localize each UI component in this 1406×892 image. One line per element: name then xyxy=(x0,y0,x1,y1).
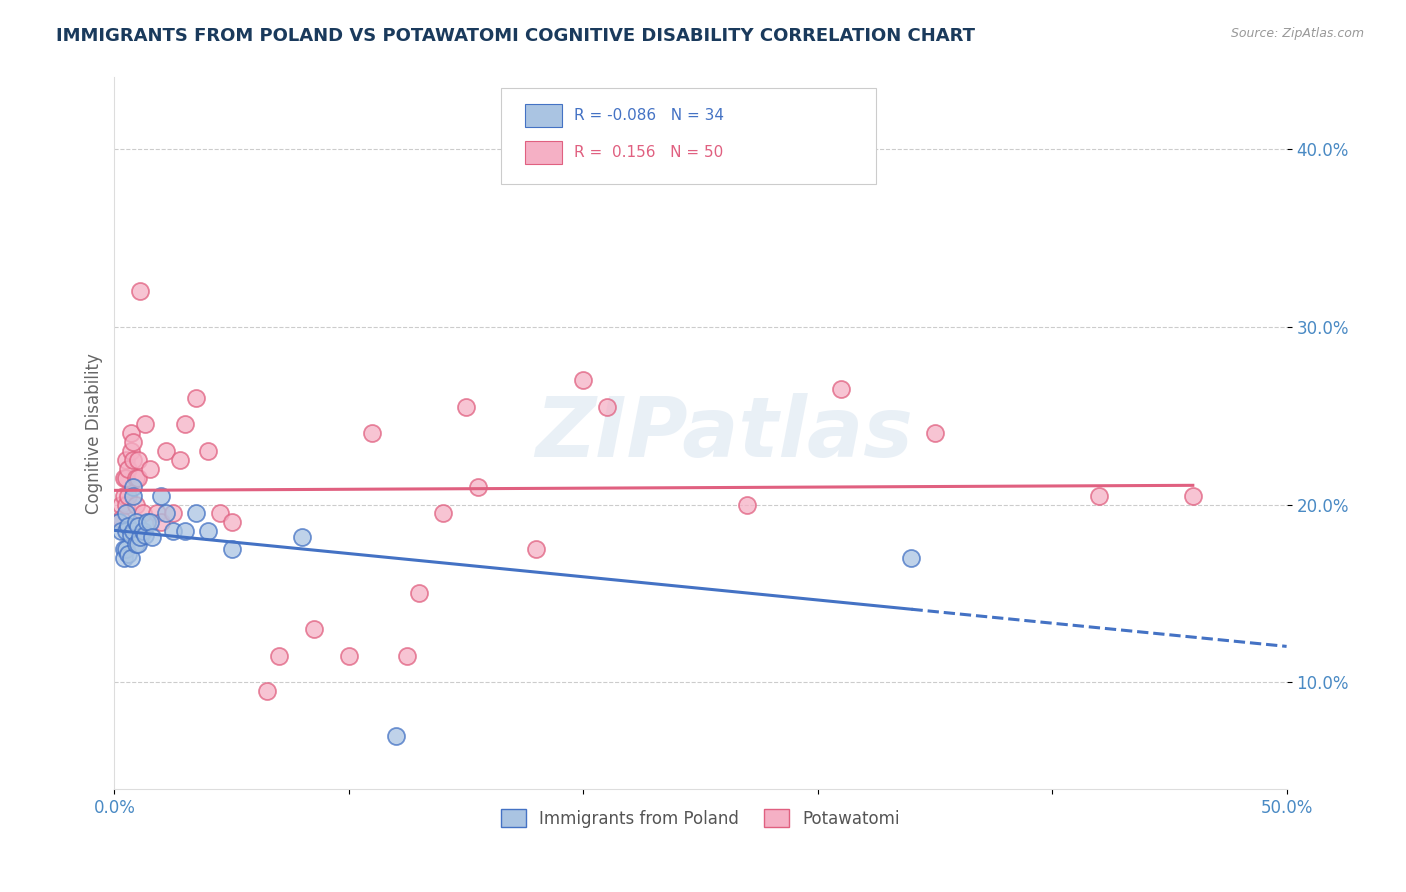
Point xyxy=(127,471,149,485)
Point xyxy=(155,507,177,521)
FancyBboxPatch shape xyxy=(524,103,562,127)
Y-axis label: Cognitive Disability: Cognitive Disability xyxy=(86,353,103,514)
Point xyxy=(361,426,384,441)
Point xyxy=(122,453,145,467)
Point xyxy=(115,498,138,512)
Point xyxy=(141,530,163,544)
Point xyxy=(186,507,208,521)
Point xyxy=(112,550,135,565)
Point xyxy=(115,507,138,521)
Point xyxy=(197,444,219,458)
Point xyxy=(454,400,477,414)
Point xyxy=(112,489,135,503)
Point xyxy=(122,435,145,450)
Point xyxy=(337,648,360,663)
Point xyxy=(572,373,595,387)
Point xyxy=(122,489,145,503)
Point xyxy=(127,453,149,467)
Point xyxy=(396,648,419,663)
Point xyxy=(122,524,145,539)
Point xyxy=(124,536,146,550)
Point xyxy=(117,462,139,476)
Point xyxy=(408,586,430,600)
Point xyxy=(131,507,153,521)
Text: R =  0.156   N = 50: R = 0.156 N = 50 xyxy=(574,145,723,160)
Point xyxy=(526,541,548,556)
Point xyxy=(134,417,156,432)
Point xyxy=(169,453,191,467)
Point xyxy=(136,516,159,530)
Point xyxy=(115,471,138,485)
Point xyxy=(127,519,149,533)
Point xyxy=(110,498,132,512)
Point xyxy=(120,550,142,565)
Point xyxy=(120,528,142,542)
Point xyxy=(208,507,231,521)
Point xyxy=(112,541,135,556)
Point xyxy=(173,417,195,432)
Point xyxy=(117,489,139,503)
Point xyxy=(115,453,138,467)
Point xyxy=(124,471,146,485)
Point xyxy=(256,684,278,698)
Point xyxy=(432,507,454,521)
Point xyxy=(162,524,184,539)
Point xyxy=(108,516,131,530)
Point xyxy=(737,498,759,512)
FancyBboxPatch shape xyxy=(501,88,876,185)
Point xyxy=(221,516,243,530)
FancyBboxPatch shape xyxy=(524,141,562,163)
Point xyxy=(124,498,146,512)
Point xyxy=(155,444,177,458)
Point xyxy=(1088,489,1111,503)
Point xyxy=(162,507,184,521)
Point xyxy=(129,284,152,298)
Point xyxy=(1181,489,1204,503)
Point xyxy=(596,400,619,414)
Point xyxy=(384,729,406,743)
Point xyxy=(134,528,156,542)
Point xyxy=(115,524,138,539)
Point xyxy=(110,512,132,526)
Point xyxy=(173,524,195,539)
Point xyxy=(145,507,167,521)
Point xyxy=(122,480,145,494)
Point xyxy=(138,516,160,530)
Point xyxy=(150,516,173,530)
Text: Source: ZipAtlas.com: Source: ZipAtlas.com xyxy=(1230,27,1364,40)
Text: IMMIGRANTS FROM POLAND VS POTAWATOMI COGNITIVE DISABILITY CORRELATION CHART: IMMIGRANTS FROM POLAND VS POTAWATOMI COG… xyxy=(56,27,976,45)
Point xyxy=(115,541,138,556)
Point xyxy=(110,524,132,539)
Point xyxy=(138,462,160,476)
Point xyxy=(197,524,219,539)
Point xyxy=(120,426,142,441)
Point xyxy=(120,444,142,458)
Point xyxy=(900,550,922,565)
Point xyxy=(124,516,146,530)
Text: ZIPatlas: ZIPatlas xyxy=(536,392,912,474)
Point xyxy=(108,516,131,530)
Point xyxy=(186,391,208,405)
Point xyxy=(129,530,152,544)
Point xyxy=(924,426,946,441)
Point xyxy=(117,547,139,561)
Point xyxy=(302,622,325,636)
Point xyxy=(830,382,852,396)
Point xyxy=(267,648,290,663)
Point xyxy=(127,536,149,550)
Point xyxy=(150,489,173,503)
Legend: Immigrants from Poland, Potawatomi: Immigrants from Poland, Potawatomi xyxy=(495,802,907,834)
Point xyxy=(131,524,153,539)
Point xyxy=(467,480,489,494)
Point xyxy=(291,530,314,544)
Point xyxy=(117,519,139,533)
Point xyxy=(221,541,243,556)
Text: R = -0.086   N = 34: R = -0.086 N = 34 xyxy=(574,108,724,123)
Point xyxy=(112,471,135,485)
